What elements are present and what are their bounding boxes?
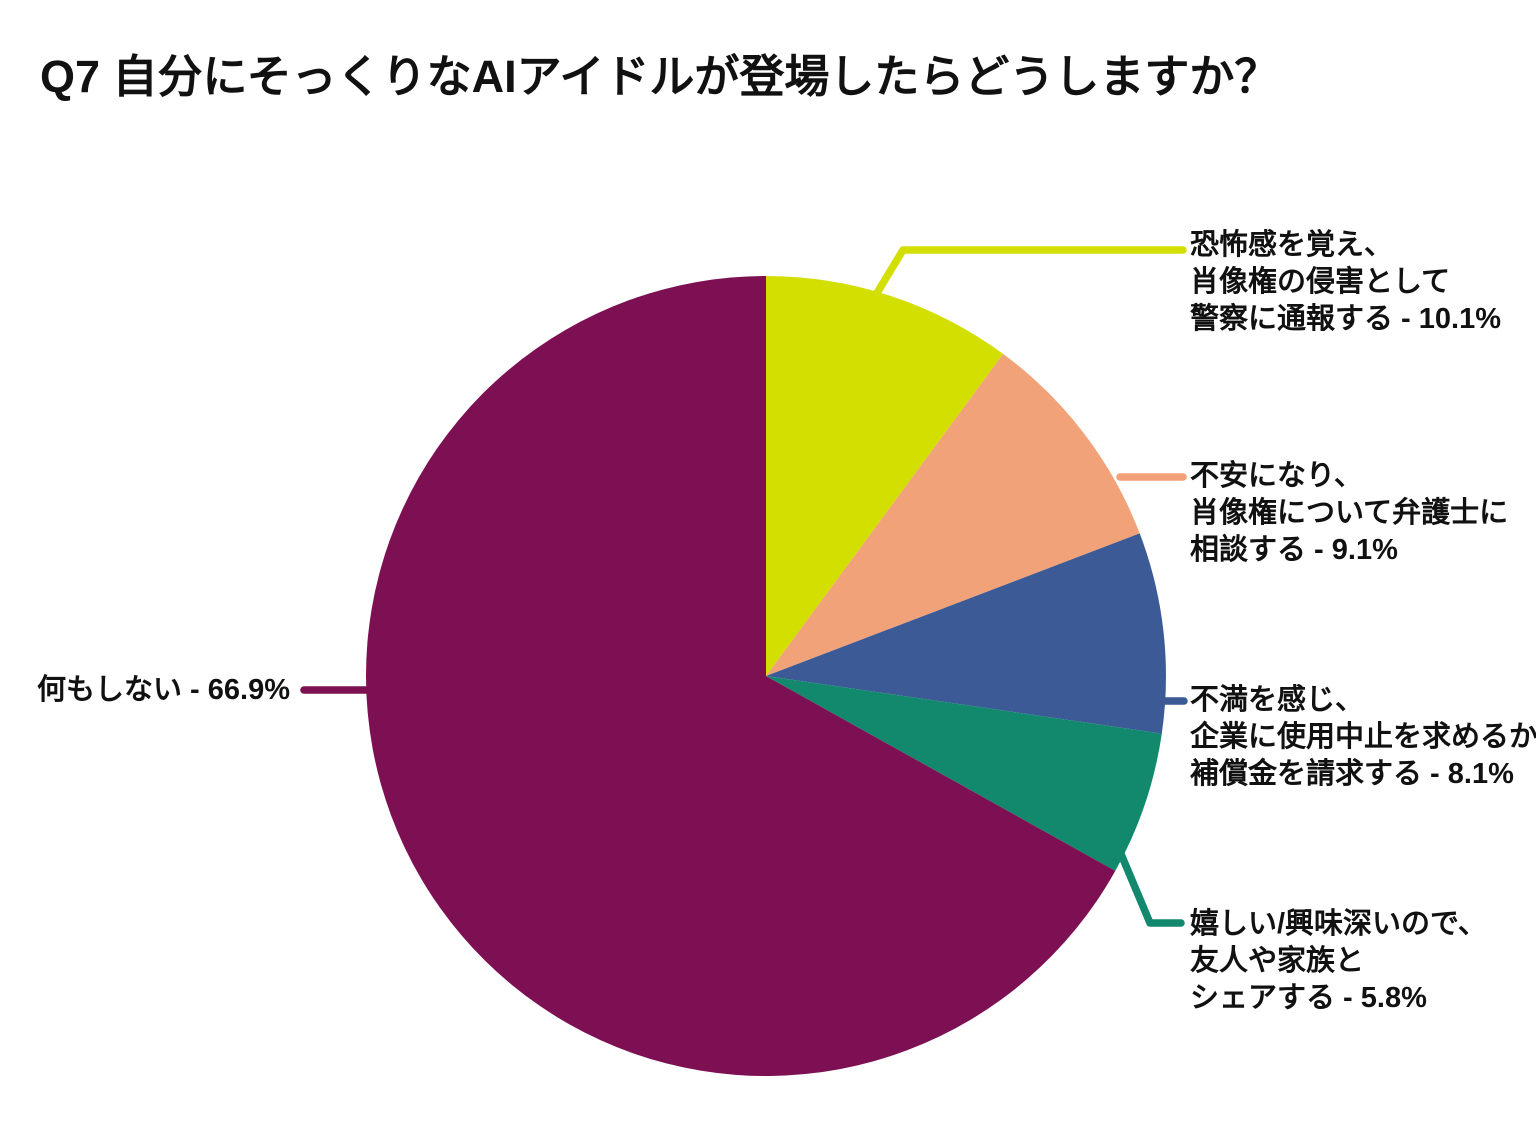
slice-label-consult-lawyer: 不安になり、 肖像権について弁護士に 相談する - 9.1% [1190,458,1508,569]
leader-line-0 [873,246,1187,297]
slice-label-line: 恐怖感を覚え、 [1190,229,1394,261]
pie-slice-0 [766,276,1004,676]
slice-label-line: 企業に使用中止を求めるか [1190,721,1536,753]
slice-label-line: 不安になり、 [1190,460,1363,492]
pie-slice-3 [766,676,1162,871]
slice-label-line: 友人や家族と [1190,945,1365,977]
slice-label-line: 嬉しい/興味深いので、 [1190,908,1487,940]
slice-label-line: 何もしない - 66.9% [37,674,290,706]
leader-line-3 [1117,850,1185,927]
slice-label-police-report: 恐怖感を覚え、 肖像権の侵害として 警察に通報する - 10.1% [1190,227,1501,338]
slice-label-line: 相談する - 9.1% [1190,534,1398,566]
slice-label-line: 肖像権について弁護士に [1190,497,1509,529]
slice-label-line: 警察に通報する - 10.1% [1190,303,1501,335]
slice-label-share-with-friends: 嬉しい/興味深いので、 友人や家族と シェアする - 5.8% [1190,906,1487,1017]
slice-label-line: 肖像権の侵害として [1190,266,1451,298]
pie-slice-2 [766,533,1166,734]
slice-label-line: 不満を感じ、 [1190,684,1365,716]
slice-label-line: 補償金を請求する - 8.1% [1190,758,1514,790]
slice-label-demand-compensation: 不満を感じ、 企業に使用中止を求めるか 補償金を請求する - 8.1% [1190,682,1536,793]
pie-slice-1 [766,353,1140,676]
chart-title: Q7 自分にそっくりなAIアイドルが登場したらどうしますか？ [40,51,1280,102]
pie-slice-4 [365,276,1116,1076]
slice-label-do-nothing: 何もしない - 66.9% [30,672,290,709]
slice-label-line: シェアする - 5.8% [1190,982,1427,1014]
